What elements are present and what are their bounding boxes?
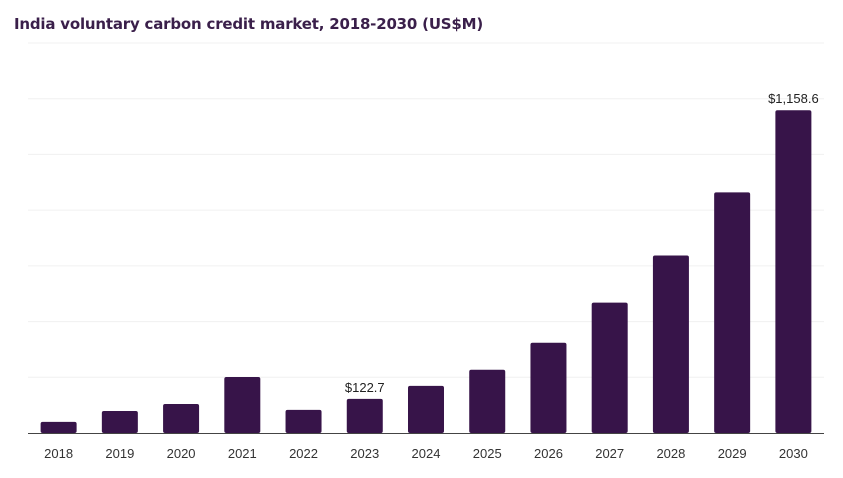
x-tick-label: 2020 (167, 446, 196, 461)
bar-2020 (163, 404, 200, 433)
bar-2023 (346, 398, 383, 433)
chart-title: India voluntary carbon credit market, 20… (14, 15, 484, 33)
x-tick-label: 2026 (534, 446, 563, 461)
x-tick-label: 2029 (718, 446, 747, 461)
x-tick-label: 2030 (779, 446, 808, 461)
bar-2025 (469, 369, 506, 433)
bar-2018 (40, 421, 77, 433)
bar-2030 (775, 110, 812, 434)
x-tick-label: 2028 (656, 446, 685, 461)
bar-2021 (224, 377, 261, 433)
x-tick-label: 2022 (289, 446, 318, 461)
bar-2028 (652, 255, 689, 433)
bar-2019 (101, 410, 138, 433)
x-tick-label: 2023 (350, 446, 379, 461)
data-label: $122.7 (345, 380, 385, 395)
bar-2029 (714, 192, 751, 433)
x-tick-label: 2021 (228, 446, 257, 461)
x-tick-label: 2018 (44, 446, 73, 461)
data-label: $1,158.6 (768, 91, 819, 106)
x-tick-label: 2024 (412, 446, 441, 461)
bar-2024 (408, 385, 444, 433)
x-tick-label: 2019 (105, 446, 134, 461)
bar-2022 (285, 409, 322, 433)
x-tick-label: 2027 (595, 446, 624, 461)
bar-2026 (530, 342, 567, 433)
x-tick-label: 2025 (473, 446, 502, 461)
bar-2027 (591, 302, 628, 433)
